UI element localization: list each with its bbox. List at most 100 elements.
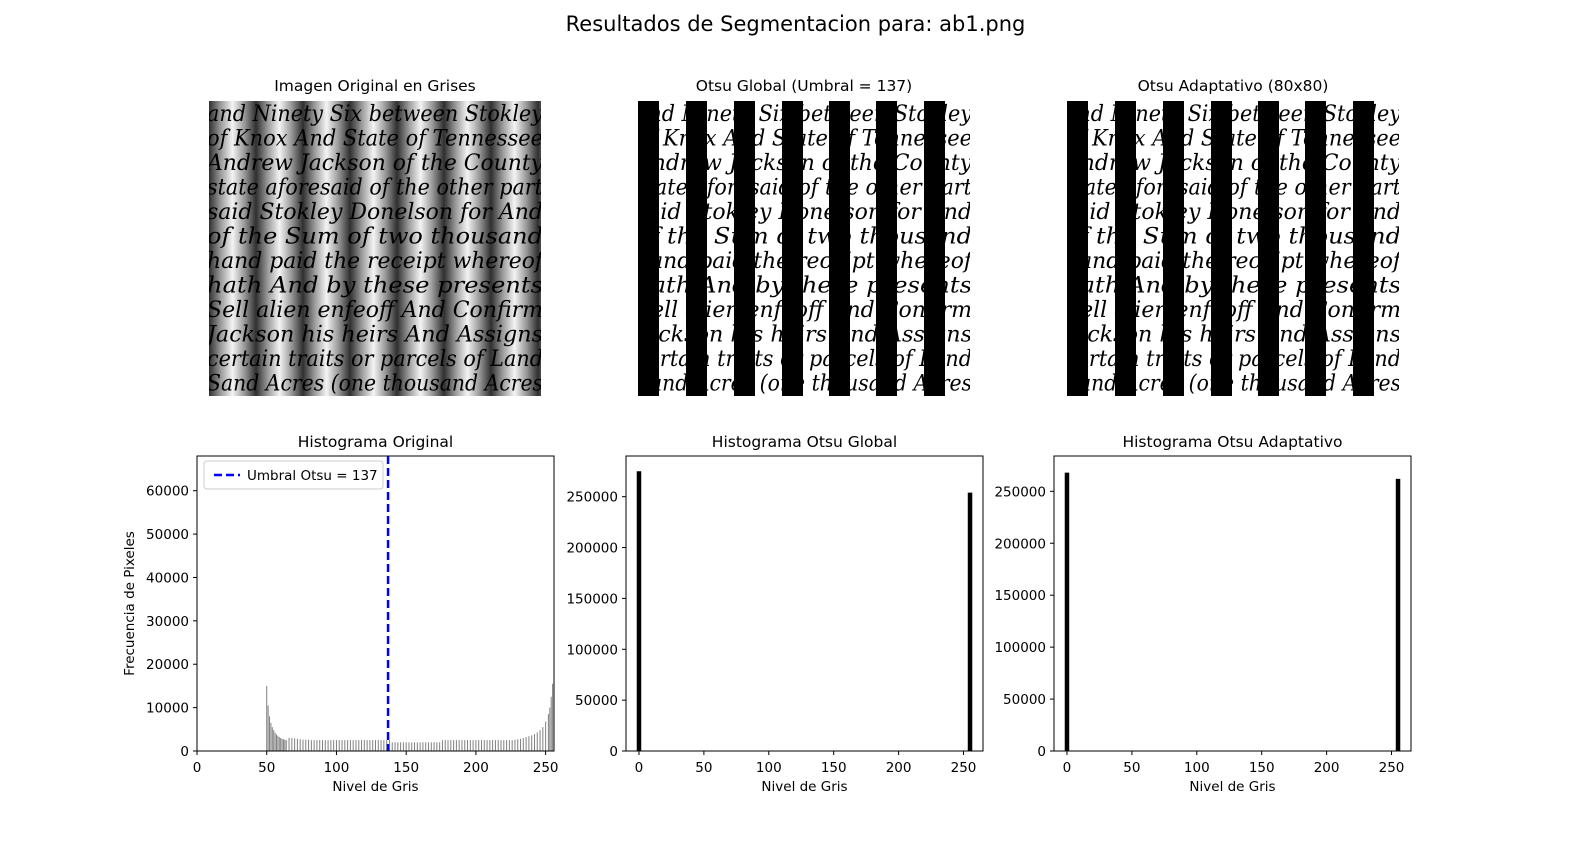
x-tick-label: 250 — [1379, 760, 1405, 776]
histogram-bar — [383, 740, 385, 751]
histogram-bar — [536, 732, 538, 751]
histogram-bar — [284, 739, 286, 751]
y-tick-label: 50000 — [1003, 692, 1046, 708]
svg-text:certain traits or parcels of L: certain traits or parcels of Land — [209, 347, 541, 372]
legend: Umbral Otsu = 137 — [203, 460, 384, 490]
histogram-bar — [550, 696, 552, 751]
histogram-bar — [266, 685, 268, 751]
histogram-bar — [335, 740, 337, 751]
histogram-bar — [397, 742, 399, 751]
histogram-bar — [528, 736, 530, 751]
legend-label: Umbral Otsu = 137 — [247, 468, 378, 484]
histogram-bar — [363, 740, 365, 751]
histogram-bar — [269, 716, 271, 751]
histogram-bar — [330, 740, 332, 751]
histogram-bar — [358, 740, 360, 751]
histogram-bar — [278, 737, 280, 751]
histogram-bar — [366, 740, 368, 751]
x-axis-label: Nivel de Gris — [332, 779, 418, 795]
histogram-bar — [525, 737, 527, 751]
histogram-bar — [494, 740, 496, 751]
svg-text:hath And by these presents: hath And by these presents — [209, 274, 541, 299]
y-tick-label: 250000 — [566, 490, 618, 506]
histogram-bar — [319, 740, 321, 751]
x-axis-label: Nivel de Gris — [1189, 779, 1275, 795]
x-tick-label: 200 — [886, 760, 912, 776]
y-tick-label: 20000 — [146, 657, 189, 673]
histogram-bar — [372, 740, 374, 751]
global-otsu-image: and Ninety Six between Stokley of Knox An… — [638, 101, 970, 396]
global-otsu-image-title: Otsu Global (Umbral = 137) — [695, 77, 913, 95]
histogram-bar — [419, 742, 421, 751]
histogram-bar — [267, 705, 269, 751]
histogram-bar — [377, 740, 379, 751]
histogram-bar — [455, 740, 457, 751]
histogram-bar — [327, 740, 329, 751]
x-tick-label: 250 — [951, 760, 977, 776]
histogram-bar — [478, 740, 480, 751]
histogram-bar — [338, 740, 340, 751]
histogram-bar — [285, 740, 287, 751]
histogram-bar — [533, 734, 535, 751]
x-tick-label: 250 — [533, 760, 559, 776]
histogram-bar — [427, 742, 429, 751]
histogram-bar — [281, 738, 283, 751]
axes-frame — [625, 455, 984, 752]
y-tick-label: 200000 — [566, 541, 618, 557]
histogram-bar — [305, 739, 307, 751]
histogram-bar — [1064, 472, 1070, 751]
x-tick-label: 50 — [1123, 760, 1140, 776]
histogram-bar — [506, 740, 508, 751]
histogram-bar — [273, 730, 275, 751]
original-histogram-title: Histograma Original — [298, 433, 453, 451]
y-tick-label: 40000 — [146, 570, 189, 586]
svg-text:said Stokley Donelson for And: said Stokley Donelson for And — [209, 200, 541, 225]
histogram-bar — [414, 742, 416, 751]
histogram-bar — [313, 740, 315, 751]
y-tick-label: 50000 — [575, 693, 618, 709]
histogram-bar — [416, 742, 418, 751]
histogram-bar — [352, 740, 354, 751]
histogram-bar — [514, 739, 516, 751]
y-tick-label: 0 — [1037, 744, 1046, 760]
histogram-bar — [430, 742, 432, 751]
histogram-bar — [480, 740, 482, 751]
y-tick-label: 30000 — [146, 614, 189, 630]
histogram-bar — [324, 740, 326, 751]
histogram-bar — [486, 740, 488, 751]
histogram-bar — [308, 739, 310, 751]
histogram-bar — [355, 740, 357, 751]
original-grayscale-image: and Ninety Six between Stokley of Knox An… — [209, 101, 541, 396]
x-tick-label: 200 — [463, 760, 489, 776]
adaptive-otsu-image: and Ninety Six between Stokley of Knox An… — [1067, 101, 1399, 396]
y-tick-label: 0 — [609, 744, 618, 760]
histogram-bar — [508, 740, 510, 751]
histogram-bar — [472, 740, 474, 751]
adaptive-otsu-image-title: Otsu Adaptativo (80x80) — [1137, 77, 1329, 95]
svg-text:state aforesaid of the other p: state aforesaid of the other part — [209, 176, 541, 201]
global-histogram-title: Histograma Otsu Global — [712, 433, 897, 451]
histogram-bar — [405, 742, 407, 751]
x-tick-label: 0 — [1063, 760, 1072, 776]
y-tick-label: 60000 — [146, 484, 189, 500]
svg-text:Sell alien enfeoff And Confirm: Sell alien enfeoff And Confirm — [209, 298, 541, 323]
histogram-bar — [344, 740, 346, 751]
histogram-bar — [489, 740, 491, 751]
svg-text:Sand Acres (one thousand Acres: Sand Acres (one thousand Acres — [209, 372, 541, 397]
histogram-bar — [277, 735, 279, 751]
x-tick-label: 100 — [324, 760, 350, 776]
histogram-bar — [461, 740, 463, 751]
histogram-bar — [408, 742, 410, 751]
figure-title: Resultados de Segmentacion para: ab1.png — [565, 12, 1026, 36]
x-tick-label: 150 — [393, 760, 419, 776]
x-tick-label: 150 — [1249, 760, 1275, 776]
x-tick-label: 0 — [635, 760, 644, 776]
histogram-bar — [291, 737, 293, 751]
histogram-bar — [361, 740, 363, 751]
histogram-bar — [450, 740, 452, 751]
adaptive-histogram-title: Histograma Otsu Adaptativo — [1122, 433, 1342, 451]
histogram-bar — [347, 740, 349, 751]
histogram-bar — [388, 740, 390, 751]
histogram-bar — [552, 683, 554, 751]
histogram-bar — [511, 740, 513, 751]
